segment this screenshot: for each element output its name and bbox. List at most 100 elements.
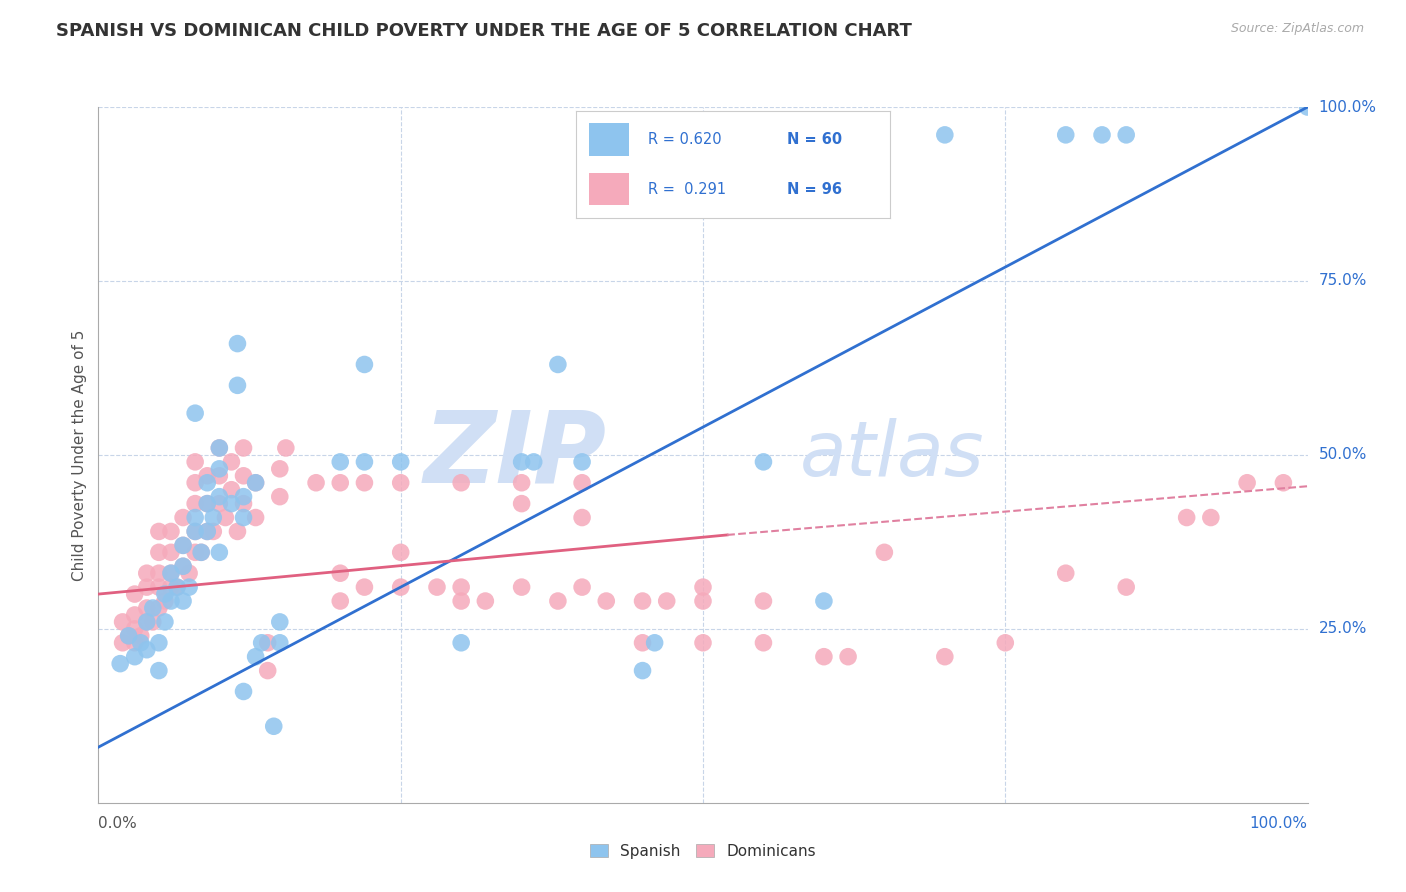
Point bbox=[166, 580, 188, 594]
Point bbox=[510, 497, 533, 511]
Point bbox=[305, 475, 328, 490]
Point bbox=[135, 615, 157, 629]
Point bbox=[474, 594, 496, 608]
Point bbox=[111, 636, 134, 650]
Text: 0.0%: 0.0% bbox=[98, 816, 138, 831]
Point bbox=[450, 594, 472, 608]
Point bbox=[655, 594, 678, 608]
Point bbox=[184, 406, 207, 420]
Point bbox=[571, 455, 593, 469]
Point bbox=[184, 510, 207, 524]
Point bbox=[148, 566, 170, 581]
Point bbox=[269, 636, 291, 650]
Point bbox=[994, 636, 1017, 650]
Point bbox=[195, 524, 218, 539]
Text: 75.0%: 75.0% bbox=[1319, 274, 1367, 288]
Text: 100.0%: 100.0% bbox=[1319, 100, 1376, 114]
Point bbox=[195, 524, 218, 539]
Point bbox=[1091, 128, 1114, 142]
Point bbox=[269, 462, 291, 476]
Point bbox=[221, 455, 243, 469]
Point bbox=[195, 475, 218, 490]
Point bbox=[269, 490, 291, 504]
Point bbox=[226, 524, 249, 539]
Text: 50.0%: 50.0% bbox=[1319, 448, 1367, 462]
Point bbox=[510, 455, 533, 469]
Point bbox=[571, 475, 593, 490]
Y-axis label: Child Poverty Under the Age of 5: Child Poverty Under the Age of 5 bbox=[72, 329, 87, 581]
Point bbox=[631, 636, 654, 650]
Text: 25.0%: 25.0% bbox=[1319, 622, 1367, 636]
Point bbox=[195, 468, 218, 483]
Point bbox=[148, 636, 170, 650]
Point bbox=[547, 358, 569, 372]
Point bbox=[111, 615, 134, 629]
Point bbox=[195, 497, 218, 511]
Point bbox=[245, 649, 267, 664]
Point bbox=[190, 545, 212, 559]
Point bbox=[232, 468, 254, 483]
Point bbox=[208, 468, 231, 483]
Point bbox=[269, 615, 291, 629]
Point bbox=[226, 336, 249, 351]
Point bbox=[1115, 128, 1137, 142]
Point bbox=[692, 580, 714, 594]
Point bbox=[184, 524, 207, 539]
Point bbox=[124, 622, 146, 636]
Point bbox=[177, 580, 201, 594]
Point bbox=[160, 524, 183, 539]
Point bbox=[232, 497, 254, 511]
Point bbox=[232, 490, 254, 504]
Point bbox=[1296, 100, 1319, 114]
Point bbox=[263, 719, 285, 733]
Point bbox=[124, 649, 146, 664]
Point bbox=[208, 441, 231, 455]
Point bbox=[510, 475, 533, 490]
Point bbox=[166, 580, 188, 594]
Point bbox=[692, 594, 714, 608]
Point bbox=[752, 455, 775, 469]
Point bbox=[232, 441, 254, 455]
Point bbox=[1175, 510, 1198, 524]
Point bbox=[353, 358, 375, 372]
Point bbox=[389, 545, 412, 559]
Point bbox=[813, 594, 835, 608]
Point bbox=[873, 545, 896, 559]
Point bbox=[160, 566, 183, 581]
Point bbox=[245, 475, 267, 490]
Point bbox=[450, 636, 472, 650]
Point bbox=[184, 475, 207, 490]
Point bbox=[245, 475, 267, 490]
Point bbox=[208, 497, 231, 511]
Point bbox=[118, 629, 141, 643]
Point bbox=[195, 497, 218, 511]
Point bbox=[208, 462, 231, 476]
Point bbox=[813, 649, 835, 664]
Point bbox=[752, 594, 775, 608]
Point bbox=[208, 545, 231, 559]
Point bbox=[1054, 128, 1077, 142]
Point bbox=[631, 594, 654, 608]
Point bbox=[232, 510, 254, 524]
Point bbox=[118, 629, 141, 643]
Point bbox=[124, 607, 146, 622]
Point bbox=[135, 566, 157, 581]
Point bbox=[329, 594, 352, 608]
Point bbox=[1054, 566, 1077, 581]
Point bbox=[172, 510, 194, 524]
Point bbox=[135, 642, 157, 657]
Text: ZIP: ZIP bbox=[423, 407, 606, 503]
Point bbox=[1236, 475, 1258, 490]
Point bbox=[160, 545, 183, 559]
Point bbox=[153, 594, 176, 608]
Point bbox=[202, 524, 225, 539]
Point bbox=[108, 657, 131, 671]
Point bbox=[329, 455, 352, 469]
Point bbox=[692, 636, 714, 650]
Point bbox=[160, 594, 183, 608]
Point bbox=[148, 601, 170, 615]
Point bbox=[274, 441, 297, 455]
Point bbox=[250, 636, 273, 650]
Point bbox=[129, 636, 152, 650]
Point bbox=[135, 580, 157, 594]
